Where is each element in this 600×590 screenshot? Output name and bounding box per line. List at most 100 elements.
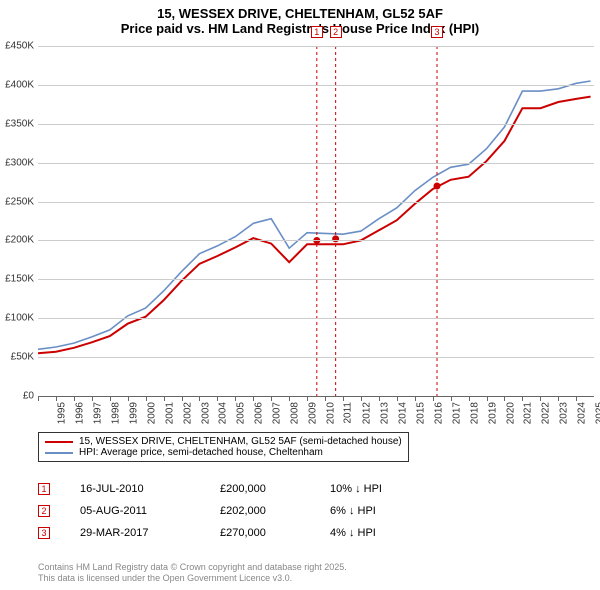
x-tick [433, 396, 434, 401]
gridline-h [38, 396, 594, 397]
x-tick [128, 396, 129, 401]
x-tick [522, 396, 523, 401]
legend-swatch [45, 441, 73, 443]
x-tick [540, 396, 541, 401]
legend-label: 15, WESSEX DRIVE, CHELTENHAM, GL52 5AF (… [79, 436, 402, 447]
sales-row: 2 05-AUG-2011 £202,000 6% ↓ HPI [38, 500, 420, 522]
sales-row-marker: 1 [38, 483, 50, 495]
x-tick [289, 396, 290, 401]
x-tick-label: 2022 [541, 402, 552, 424]
sale-marker-label: 1 [311, 26, 323, 38]
x-tick [558, 396, 559, 401]
gridline-h [38, 46, 594, 47]
sales-row-price: £270,000 [220, 527, 300, 539]
series-price_paid [38, 97, 591, 354]
gridline-h [38, 357, 594, 358]
x-tick-label: 1995 [56, 402, 67, 424]
footer-attribution: Contains HM Land Registry data © Crown c… [38, 562, 347, 585]
x-tick-label: 2019 [487, 402, 498, 424]
x-tick-label: 1998 [110, 402, 121, 424]
gridline-h [38, 318, 594, 319]
sales-row-marker: 3 [38, 527, 50, 539]
x-tick-label: 2024 [577, 402, 588, 424]
sales-row: 116-JUL-2010£200,00010% ↓ HPI [38, 478, 420, 500]
y-tick-label: £250K [5, 196, 34, 207]
x-tick-label: 2007 [272, 402, 283, 424]
sales-row-price: £202,000 [220, 505, 300, 517]
x-tick [38, 396, 39, 401]
sales-row-pct: 10% ↓ HPI [330, 483, 420, 495]
gridline-h [38, 85, 594, 86]
x-tick-label: 2013 [379, 402, 390, 424]
x-tick [164, 396, 165, 401]
footer-line1: Contains HM Land Registry data © Crown c… [38, 562, 347, 573]
y-tick-label: £100K [5, 313, 34, 324]
sales-table: 116-JUL-2010£200,00010% ↓ HPI205-AUG-201… [38, 478, 420, 544]
x-tick-label: 1997 [92, 402, 103, 424]
footer-line2: This data is licensed under the Open Gov… [38, 573, 347, 584]
y-tick-label: £200K [5, 235, 34, 246]
sale-marker-label: 2 [330, 26, 342, 38]
x-tick [56, 396, 57, 401]
gridline-h [38, 279, 594, 280]
x-tick [217, 396, 218, 401]
x-tick-label: 2003 [200, 402, 211, 424]
x-tick-label: 2023 [559, 402, 570, 424]
x-tick [576, 396, 577, 401]
sales-row-date: 05-AUG-2011 [80, 505, 190, 517]
x-tick-label: 2014 [397, 402, 408, 424]
x-tick-label: 2004 [218, 402, 229, 424]
sale-marker-label: 3 [431, 26, 443, 38]
legend-label: HPI: Average price, semi-detached house,… [79, 447, 323, 458]
gridline-h [38, 163, 594, 164]
sales-row-date: 29-MAR-2017 [80, 527, 190, 539]
chart-svg [38, 46, 594, 396]
x-tick [451, 396, 452, 401]
y-tick-label: £50K [11, 352, 34, 363]
sales-row-pct: 4% ↓ HPI [330, 527, 420, 539]
x-tick [271, 396, 272, 401]
x-tick [307, 396, 308, 401]
x-tick [235, 396, 236, 401]
sale-marker-dot [434, 183, 441, 190]
x-tick-label: 2015 [415, 402, 426, 424]
gridline-h [38, 124, 594, 125]
x-tick [504, 396, 505, 401]
x-tick-label: 1996 [74, 402, 85, 424]
x-tick-label: 2025 [594, 402, 600, 424]
x-tick-label: 2005 [236, 402, 247, 424]
x-tick-label: 2016 [433, 402, 444, 424]
legend-swatch [45, 452, 73, 454]
x-tick-label: 2000 [146, 402, 157, 424]
x-tick-label: 2012 [361, 402, 372, 424]
sales-row: 3 29-MAR-2017 £270,000 4% ↓ HPI [38, 522, 420, 544]
series-hpi [38, 81, 591, 349]
x-tick [415, 396, 416, 401]
x-tick [343, 396, 344, 401]
y-tick-label: £150K [5, 274, 34, 285]
x-tick-label: 2002 [182, 402, 193, 424]
x-tick-label: 2018 [469, 402, 480, 424]
y-tick-label: £0 [23, 391, 34, 402]
x-tick [325, 396, 326, 401]
x-tick-label: 2010 [325, 402, 336, 424]
sales-row-pct: 6% ↓ HPI [330, 505, 420, 517]
x-tick [146, 396, 147, 401]
x-tick-label: 1999 [128, 402, 139, 424]
gridline-h [38, 202, 594, 203]
y-tick-label: £300K [5, 157, 34, 168]
x-tick-label: 2021 [523, 402, 534, 424]
sales-row-date: 16-JUL-2010 [80, 483, 190, 495]
x-tick [469, 396, 470, 401]
x-tick-label: 2017 [451, 402, 462, 424]
chart: £0£50K£100K£150K£200K£250K£300K£350K£400… [38, 46, 594, 396]
title-block: 15, WESSEX DRIVE, CHELTENHAM, GL52 5AF P… [0, 0, 600, 36]
legend: 15, WESSEX DRIVE, CHELTENHAM, GL52 5AF (… [38, 432, 409, 462]
title-address: 15, WESSEX DRIVE, CHELTENHAM, GL52 5AF [0, 6, 600, 21]
gridline-h [38, 240, 594, 241]
sales-row-marker: 2 [38, 505, 50, 517]
x-tick [361, 396, 362, 401]
legend-item: 15, WESSEX DRIVE, CHELTENHAM, GL52 5AF (… [45, 436, 402, 447]
x-tick [92, 396, 93, 401]
x-tick [182, 396, 183, 401]
